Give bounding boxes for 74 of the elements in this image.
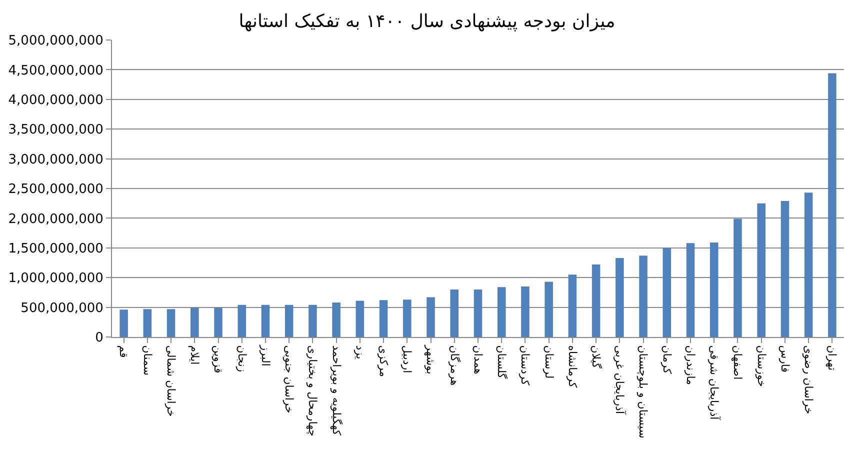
x-tick-label: آذربایجان شرقی [708, 345, 722, 421]
x-tick-label: خراسان رضوی [802, 345, 816, 414]
bar [214, 308, 222, 337]
x-tick-label: سمنان [140, 345, 154, 376]
x-tick-label: ایلام [188, 345, 202, 365]
x-tick-label: البرز [258, 344, 272, 366]
bar [734, 218, 742, 337]
x-tick-label: خراسان جنوبی [282, 345, 296, 414]
bar [828, 73, 836, 337]
chart-title: میزان بودجه پیشنهادی سال ۱۴۰۰ به تفکیک استانها [238, 10, 616, 32]
y-tick-label: 500,000,000 [20, 300, 104, 316]
x-tick-label: همدان [471, 345, 484, 374]
bar [356, 300, 364, 337]
x-tick-label: کرمانشاه [566, 345, 579, 388]
bar [544, 282, 553, 337]
x-tick-label: تهران [826, 345, 839, 371]
bar [639, 256, 648, 337]
bar [238, 304, 246, 337]
x-tick-label: گیلان [589, 345, 602, 370]
bar [592, 264, 600, 337]
x-tick-label: هرمزگان [448, 345, 461, 386]
y-tick-label: 3,000,000,000 [8, 152, 104, 168]
x-tick-label: خراسان شمالی [164, 345, 178, 417]
y-tick-label: 4,000,000,000 [8, 92, 104, 108]
y-tick-label: 3,500,000,000 [8, 122, 104, 138]
bar [426, 297, 435, 337]
bar [662, 248, 672, 337]
x-tick-label: اردبیل [400, 345, 414, 374]
x-tick-label: گلستان [495, 345, 508, 380]
x-tick-label: سیستان و بلوچستان [636, 345, 650, 438]
y-tick-label: 2,000,000,000 [8, 212, 104, 227]
bar [521, 286, 530, 337]
bar [308, 304, 317, 337]
x-tick-label: کرمان [660, 345, 674, 375]
bar [804, 192, 813, 337]
x-tick-label: بوشهر [424, 344, 438, 374]
x-tick-label: خوزستان [754, 345, 768, 387]
bar [686, 243, 695, 337]
y-tick-label: 1,500,000,000 [8, 241, 104, 256]
bar [403, 300, 412, 337]
x-tick-label: مرکزی [376, 345, 390, 378]
bar [379, 300, 388, 337]
bar [474, 289, 482, 337]
bar [120, 310, 128, 337]
bar [284, 304, 294, 337]
x-tick-label: اصفهان [731, 345, 744, 380]
x-tick-label: فارس [778, 345, 792, 373]
x-tick-label: مازندران [684, 345, 697, 386]
y-tick-label: 0 [95, 330, 104, 346]
bar [450, 289, 459, 337]
bar [190, 308, 199, 337]
bar [568, 274, 577, 337]
x-tick-label: یزد [353, 345, 366, 360]
x-tick-label: قم [117, 345, 130, 358]
bar [332, 302, 340, 337]
bar [261, 304, 270, 337]
bar [710, 242, 718, 337]
bar [143, 309, 152, 337]
y-tick-label: 4,500,000,000 [8, 63, 104, 78]
x-tick-label: قزوین [212, 345, 225, 374]
y-tick-label: 1,000,000,000 [8, 271, 104, 286]
x-tick-label: لرستان [542, 345, 556, 379]
y-tick-label: 2,500,000,000 [8, 182, 104, 198]
bar [616, 258, 624, 337]
x-tick-label: آذربایجان غربی [613, 345, 628, 415]
bar [780, 200, 790, 337]
x-tick-label: چهارمحال و بختیاری [306, 345, 320, 436]
y-tick-label: 5,000,000,000 [8, 34, 104, 49]
x-tick-label: زنجان [235, 345, 248, 372]
bar [166, 309, 176, 337]
bar [497, 287, 506, 337]
bar [757, 203, 766, 337]
x-tick-label: کهگیلویه و بویراحمد [330, 345, 343, 436]
x-tick-label: کردستان [518, 345, 532, 386]
